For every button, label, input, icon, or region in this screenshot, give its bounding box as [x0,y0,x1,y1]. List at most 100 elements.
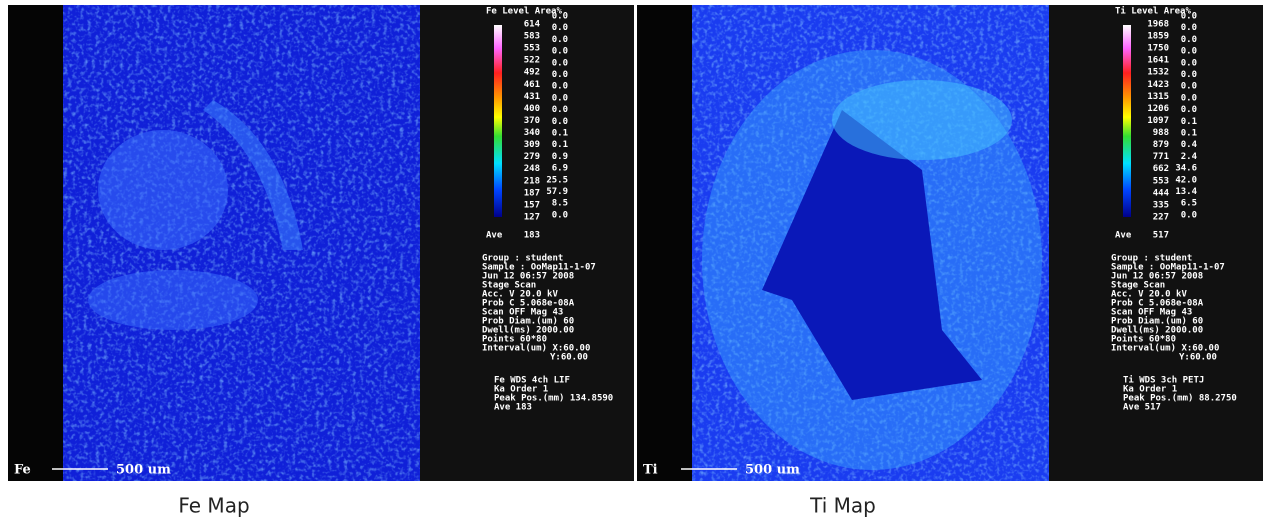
map-feature [98,130,228,250]
sidebar [420,5,634,481]
level-value: 522 [524,56,540,66]
scale-label: 500 um [116,463,171,478]
area-percent: 34.6 [1175,164,1197,174]
level-value: 1423 [1147,80,1169,90]
map-feature [832,80,1012,160]
level-value: 1859 [1147,32,1169,42]
map-panel: Fe 500 um Fe Level Area% 614 583 553 522 492 461… [8,5,634,481]
level-value: 127 [524,212,540,222]
area-percent: 0.0 [1181,70,1197,80]
legend-title: Ti Level Area% [1115,6,1191,17]
area-percent: 2.4 [1181,152,1198,162]
info-line: Dwell(ms) 2000.00 [482,326,574,336]
area-percent: 0.1 [552,140,568,150]
area-percent: 0.0 [552,23,568,33]
level-value: 771 [1153,152,1169,162]
area-percent: 0.0 [1181,58,1197,68]
info-line: Acc. V 20.0 kV [482,290,558,300]
ave-value: 517 [1153,231,1169,241]
level-value: 187 [524,188,540,198]
area-percent: 57.9 [546,187,568,197]
info-line: Prob C 5.068e-08A [1111,299,1204,309]
wds-line: Fe WDS 4ch LIF [494,376,570,386]
level-value: 279 [524,152,540,162]
level-value: 662 [1153,164,1169,174]
wds-line: Ka Order 1 [1123,385,1177,395]
level-value: 340 [524,128,540,138]
caption: Fe Map [178,494,249,518]
info-line: Acc. V 20.0 kV [1111,290,1187,300]
area-percent: 0.0 [552,105,568,115]
level-value: 1206 [1147,104,1169,114]
sidebar [1049,5,1263,481]
element-label: Fe [14,463,31,478]
map-feature [88,270,258,330]
area-percent: 0.0 [552,117,568,127]
scale-label: 500 um [745,463,800,478]
area-percent: 0.4 [1181,140,1198,150]
level-value: 1315 [1147,92,1169,102]
info-line: Scan OFF Mag 43 [1111,308,1192,318]
level-value: 492 [524,68,540,78]
info-line: Y:60.00 [1179,353,1217,363]
level-value: 879 [1153,140,1169,150]
info-line: Group : student [482,254,563,264]
level-value: 227 [1153,212,1169,222]
area-percent: 0.0 [1181,35,1197,45]
level-value: 614 [524,20,541,30]
level-value: 248 [524,164,540,174]
wds-line: Ave 183 [494,403,532,413]
level-value: 553 [1153,176,1169,186]
info-line: Points 60*80 [482,334,547,345]
level-value: 309 [524,140,540,150]
info-line: Dwell(ms) 2000.00 [1111,326,1203,336]
area-percent: 8.5 [552,199,568,209]
area-percent: 6.9 [552,164,568,174]
level-value: 1532 [1147,68,1169,78]
ave-value: 183 [524,231,540,241]
wds-line: Ave 517 [1123,403,1161,413]
area-percent: 0.1 [552,128,568,138]
area-percent: 0.0 [552,210,568,220]
level-value: 1750 [1147,44,1169,54]
info-line: Prob Diam.(um) 60 [1111,316,1203,327]
level-value: 400 [524,104,540,114]
area-percent: 0.0 [1181,93,1197,103]
element-label: Ti [643,463,658,478]
info-line: Scan OFF Mag 43 [482,308,563,318]
area-percent: 0.0 [552,93,568,103]
map-feature [762,110,982,400]
info-line: Sample : OoMap11-1-07 [1111,263,1225,273]
level-value: 583 [524,32,540,42]
area-percent: 0.0 [1181,82,1197,92]
level-value: 218 [524,176,540,186]
legend-title: Fe Level Area% [486,7,562,17]
color-bar [1123,25,1131,217]
info-line: Jun 12 06:57 2008 [482,272,574,282]
area-percent: 0.0 [1181,210,1197,220]
area-percent: 0.0 [1181,47,1197,57]
wds-line: Ka Order 1 [494,385,548,395]
level-value: 370 [524,116,540,126]
level-value: 553 [524,44,540,54]
area-percent: 0.0 [1181,12,1197,22]
info-line: Points 60*80 [1111,334,1176,345]
level-value: 431 [524,92,540,102]
info-line: Sample : OoMap11-1-07 [482,263,596,273]
info-line: Jun 12 06:57 2008 [1111,272,1203,282]
ave-label: Ave [1115,231,1132,241]
wds-line: Peak Pos.(mm) 134.8590 [494,394,613,404]
caption: Ti Map [809,494,876,518]
map-noise [63,5,420,481]
level-value: 1097 [1147,116,1169,126]
info-line: Group : student [1111,254,1192,264]
area-percent: 0.0 [552,47,568,57]
area-percent: 0.0 [1181,23,1197,33]
area-percent: 6.5 [1181,199,1197,209]
area-percent: 25.5 [546,175,568,185]
info-line: Stage Scan [482,281,536,291]
area-percent: 0.0 [552,35,568,45]
area-percent: 0.0 [1181,105,1197,115]
area-percent: 0.0 [552,58,568,68]
